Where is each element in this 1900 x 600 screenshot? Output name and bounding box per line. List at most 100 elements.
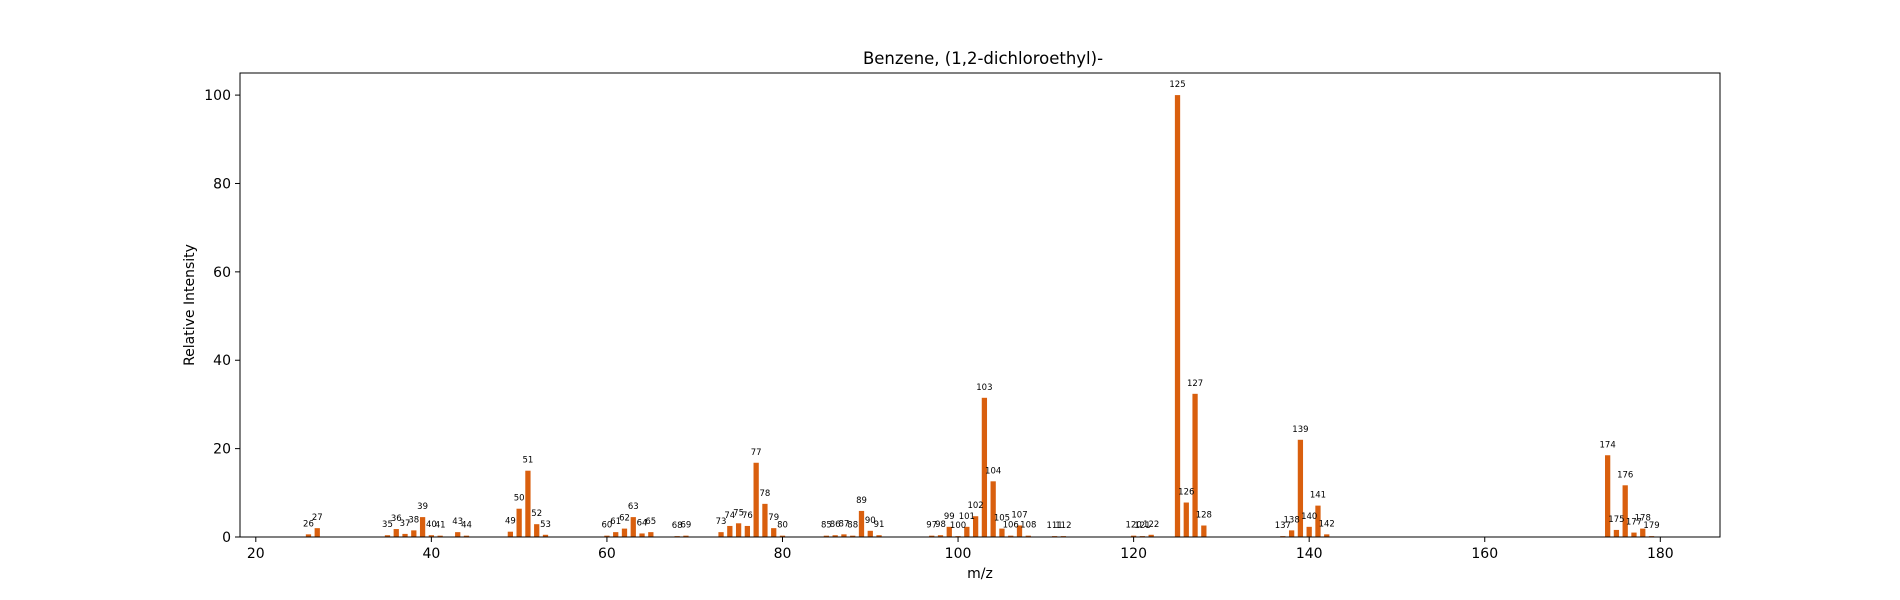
peak-bar	[841, 534, 847, 537]
peak-bar	[999, 528, 1005, 537]
peak-label: 40	[426, 520, 437, 530]
peak-bar	[402, 533, 408, 537]
peak-bar	[393, 529, 399, 537]
peak-bar	[648, 532, 654, 537]
peak-label: 39	[417, 502, 428, 512]
peak-label: 121	[1134, 521, 1150, 531]
peak-label: 142	[1319, 519, 1335, 529]
peak-bar	[683, 535, 689, 537]
peak-label: 86	[830, 520, 841, 530]
peak-label: 91	[874, 520, 885, 530]
peak-label: 73	[716, 517, 727, 527]
peak-label: 68	[672, 521, 683, 531]
peak-bar	[1008, 535, 1014, 537]
peak-bar	[1324, 534, 1330, 537]
peak-bar	[507, 531, 513, 537]
y-tick-label: 100	[204, 88, 231, 104]
peak-label: 103	[976, 383, 992, 393]
peak-bar	[1288, 530, 1295, 537]
y-tick-label: 80	[213, 176, 231, 192]
peak-label: 97	[926, 521, 937, 531]
peak-bar	[1183, 502, 1189, 537]
peak-label: 37	[400, 519, 411, 529]
peak-bar	[1605, 455, 1611, 537]
x-tick-label: 40	[422, 546, 440, 562]
peak-bar	[867, 530, 873, 537]
peak-bar	[1640, 528, 1646, 537]
peak-bar	[1192, 393, 1198, 537]
x-tick-label: 60	[598, 546, 616, 562]
peak-bar	[305, 534, 312, 537]
peak-bar	[437, 535, 443, 537]
peak-label: 60	[602, 521, 613, 531]
y-tick-label: 60	[213, 265, 231, 281]
peak-label: 178	[1635, 514, 1651, 524]
peak-bar	[1025, 535, 1031, 537]
peak-bar	[937, 535, 944, 537]
peak-bar	[858, 510, 865, 537]
y-tick-label: 0	[222, 530, 231, 546]
peak-label: 64	[637, 518, 648, 528]
peak-bar	[990, 481, 996, 537]
chart-title: Benzene, (1,2-dichloroethyl)-	[863, 49, 1103, 68]
x-tick-label: 120	[1120, 546, 1147, 562]
peak-bar	[850, 535, 856, 537]
peak-label: 87	[839, 519, 850, 529]
peak-label: 101	[959, 512, 975, 522]
peak-label: 102	[967, 501, 983, 511]
peak-label: 122	[1143, 520, 1159, 530]
peak-bar	[639, 533, 645, 537]
peak-label: 50	[514, 494, 525, 504]
peak-label: 62	[619, 514, 630, 524]
peak-label: 63	[628, 502, 639, 512]
y-axis-label: Relative Intensity	[182, 244, 198, 366]
peak-bar	[463, 535, 470, 537]
peak-bar	[964, 526, 970, 537]
peak-label: 76	[742, 511, 753, 521]
peak-label: 61	[610, 517, 621, 527]
peak-label: 98	[935, 520, 946, 530]
x-tick-label: 180	[1647, 546, 1674, 562]
peak-label: 140	[1301, 512, 1317, 522]
peak-bar	[929, 535, 935, 537]
peak-label: 106	[1003, 521, 1019, 531]
peak-label: 175	[1608, 515, 1624, 525]
peak-label: 127	[1187, 379, 1203, 389]
peak-label: 78	[760, 489, 771, 499]
peak-bar	[1622, 485, 1628, 537]
peak-label: 176	[1617, 470, 1633, 480]
peak-label: 89	[856, 496, 867, 506]
peak-label: 65	[645, 517, 656, 527]
peak-bar	[1201, 525, 1207, 537]
peak-label: 43	[452, 517, 463, 527]
peak-bar	[411, 530, 417, 537]
y-tick-label: 40	[213, 353, 231, 369]
peak-label: 77	[751, 448, 762, 458]
peak-bar	[735, 523, 742, 537]
peak-label: 128	[1196, 511, 1212, 521]
plot-frame	[239, 72, 1721, 538]
peak-bar	[1148, 534, 1154, 537]
peak-label: 126	[1178, 488, 1194, 498]
peak-bar	[384, 535, 391, 537]
peak-bar	[428, 535, 434, 537]
peak-label: 112	[1055, 521, 1071, 531]
peak-label: 125	[1169, 80, 1185, 90]
peak-bar	[1130, 535, 1137, 537]
peak-bar	[1613, 529, 1620, 537]
y-tick-label: 20	[213, 442, 231, 458]
peak-label: 27	[312, 513, 323, 523]
peak-bar	[762, 503, 768, 537]
y-axis: 0 20 40 60 80 100	[204, 88, 240, 546]
peak-label: 49	[505, 517, 516, 527]
peak-bar	[1016, 525, 1023, 537]
peak-bar	[771, 528, 777, 537]
peak-label: 75	[733, 508, 744, 518]
peak-label: 69	[681, 521, 692, 531]
peak-bar	[1297, 439, 1304, 537]
peak-label: 107	[1011, 511, 1027, 521]
peak-bar	[1631, 532, 1637, 537]
peak-bar	[630, 517, 636, 537]
